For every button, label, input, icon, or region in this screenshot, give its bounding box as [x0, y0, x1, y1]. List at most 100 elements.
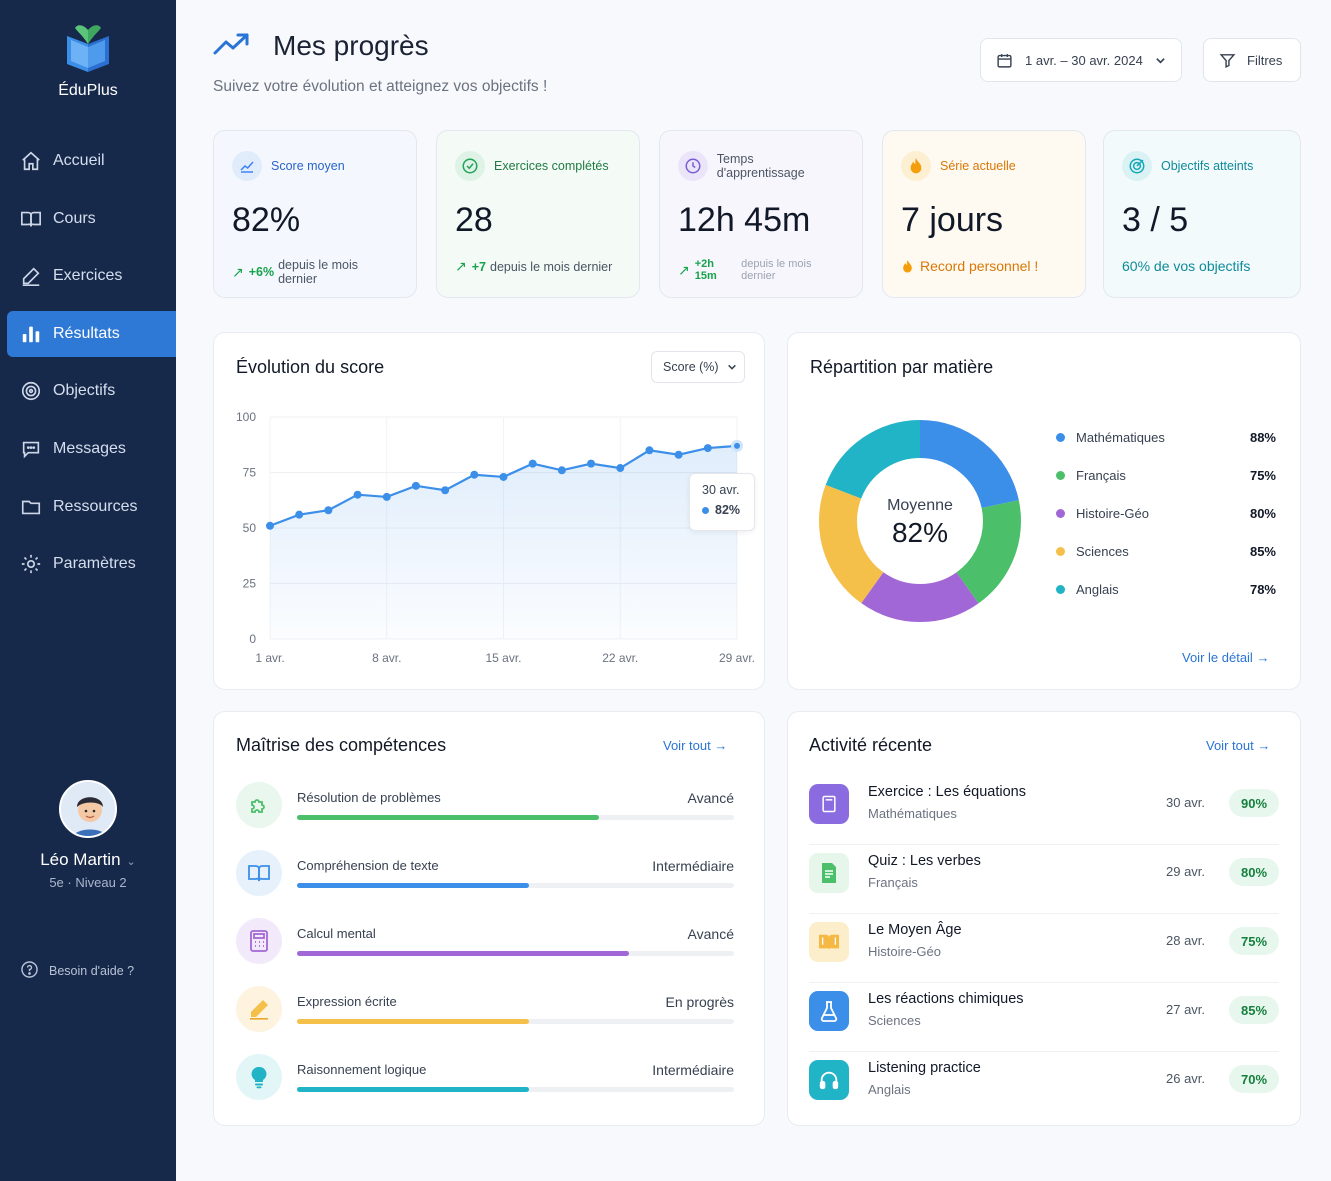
trending-up-icon — [213, 31, 251, 62]
donut-center-value: 82% — [891, 517, 949, 548]
y-tick-label: 75 — [243, 466, 257, 480]
legend-dot — [1056, 471, 1065, 480]
book-logo-icon — [67, 25, 109, 72]
activity-date: 27 avr. — [1166, 1002, 1206, 1017]
check-circle-icon — [455, 151, 485, 181]
data-point[interactable] — [324, 506, 333, 515]
data-point[interactable] — [587, 459, 596, 468]
stat-delta: +7 — [471, 259, 486, 274]
activity-title: Exercice : Les équations — [868, 784, 1026, 800]
legend-item: Français 75% — [1056, 468, 1276, 483]
sidebar-item-cours[interactable]: Cours — [7, 196, 176, 242]
book-icon — [809, 922, 849, 962]
stat-card-goals: Objectifs atteints 3 / 5 60% de vos obje… — [1103, 130, 1301, 298]
activity-row[interactable]: Le Moyen Âge Histoire-Géo 28 avr. 75% — [809, 914, 1279, 983]
see-details-link[interactable]: Voir le détail → — [1182, 650, 1269, 665]
panel-title: Répartition par matière — [810, 357, 994, 377]
score-line-chart: 100 75 50 25 0 1 avr. 8 avr. 15 avr. 22 avr. 29 … — [236, 410, 755, 665]
skill-level: Intermédiaire — [652, 858, 734, 874]
donut-slice[interactable] — [819, 420, 1021, 622]
chart-tooltip: 30 avr. 82% — [689, 473, 755, 531]
sidebar-item-label: Paramètres — [53, 555, 136, 573]
skill-progress-track — [297, 951, 734, 956]
user-profile[interactable]: Léo Martin ⌄ 5e · Niveau 2 — [0, 780, 176, 890]
date-range-picker[interactable]: 1 avr. – 30 avr. 2024 — [980, 38, 1182, 82]
donut-slice[interactable] — [819, 420, 1021, 622]
skill-progress-fill — [297, 883, 529, 888]
gear-icon — [19, 552, 43, 576]
activity-title: Quiz : Les verbes — [868, 853, 981, 869]
bar-chart-icon — [19, 322, 43, 346]
activity-row[interactable]: Les réactions chimiques Sciences 27 avr.… — [809, 983, 1279, 1052]
see-all-skills-link[interactable]: Voir tout → — [663, 738, 727, 753]
skill-row: Résolution de problèmes Avancé — [236, 782, 734, 834]
chevron-down-icon[interactable]: ⌄ — [126, 856, 136, 868]
metric-select[interactable]: Score (%) — [651, 351, 745, 383]
avatar — [59, 780, 117, 838]
sidebar-item-exercices[interactable]: Exercices — [7, 253, 176, 299]
filters-button[interactable]: Filtres — [1203, 38, 1301, 82]
subjects-panel: Répartition par matière Moyenne 82% Math… — [787, 332, 1301, 690]
arrow-right-icon: → — [1256, 650, 1270, 665]
page-title: Mes progrès — [273, 30, 429, 61]
donut-slice[interactable] — [819, 420, 1021, 622]
sidebar-item-label: Résultats — [53, 324, 120, 342]
filters-label: Filtres — [1247, 52, 1283, 68]
sidebar-item-resultats[interactable]: Résultats — [7, 310, 176, 357]
activity-date: 29 avr. — [1166, 864, 1206, 879]
x-tick-label: 1 avr. — [255, 651, 284, 665]
link-label: Voir tout — [663, 738, 711, 753]
legend-value: 85% — [1249, 544, 1276, 559]
sidebar-item-accueil[interactable]: Accueil — [7, 138, 176, 184]
pen-icon — [236, 986, 282, 1032]
data-point[interactable] — [382, 492, 391, 501]
data-point[interactable] — [411, 481, 420, 490]
data-point[interactable] — [441, 486, 450, 495]
chevron-down-icon — [1155, 55, 1166, 66]
flame-icon — [901, 151, 931, 181]
data-point[interactable] — [674, 450, 683, 459]
help-link[interactable]: Besoin d'aide ? — [20, 960, 134, 982]
score-badge: 85% — [1229, 996, 1279, 1024]
data-point[interactable] — [703, 444, 712, 453]
sidebar-item-objectifs[interactable]: Objectifs — [7, 368, 176, 414]
y-tick-label: 0 — [249, 632, 256, 646]
activity-row[interactable]: Exercice : Les équations Mathématiques 3… — [809, 776, 1279, 845]
y-tick-label: 25 — [243, 577, 257, 591]
activity-row[interactable]: Listening practice Anglais 26 avr. 70% — [809, 1052, 1279, 1121]
data-point[interactable] — [645, 446, 654, 455]
stat-value: 7 jours — [901, 201, 1004, 239]
activity-subject: Histoire-Géo — [868, 944, 941, 959]
arrow-right-icon: → — [714, 738, 728, 753]
calculator-icon — [236, 918, 282, 964]
page-header: Mes progrès Suivez votre évolution et at… — [213, 30, 547, 96]
sidebar-item-messages[interactable]: Messages — [7, 426, 176, 472]
data-point[interactable] — [266, 521, 274, 530]
stat-card-score: Score moyen 82% ↗ +6% depuis le mois derni… — [213, 130, 417, 298]
legend-label: Mathématiques — [1076, 430, 1165, 445]
sidebar-item-ressources[interactable]: Ressources — [7, 484, 176, 530]
activity-row[interactable]: Quiz : Les verbes Français 29 avr. 80% — [809, 845, 1279, 914]
legend-label: Sciences — [1076, 544, 1129, 559]
sidebar-item-label: Ressources — [53, 497, 138, 515]
data-point[interactable] — [731, 439, 743, 452]
user-level: 5e · Niveau 2 — [49, 875, 127, 890]
data-point[interactable] — [616, 464, 625, 473]
skill-level: En progrès — [665, 994, 734, 1010]
see-all-activity-link[interactable]: Voir tout → — [1206, 738, 1270, 753]
data-point[interactable] — [557, 466, 566, 475]
data-point[interactable] — [528, 459, 537, 468]
legend-value: 78% — [1249, 582, 1276, 597]
donut-slice[interactable] — [819, 420, 1021, 622]
data-point[interactable] — [470, 470, 479, 479]
score-badge: 70% — [1229, 1065, 1279, 1093]
metric-select-label: Score (%) — [663, 360, 719, 374]
data-point[interactable] — [499, 472, 508, 481]
sidebar-item-parametres[interactable]: Paramètres — [7, 541, 176, 587]
tooltip-date: 30 avr. — [702, 483, 740, 497]
app-logo[interactable]: ÉduPlus — [0, 22, 176, 100]
score-badge: 90% — [1229, 789, 1279, 817]
data-point[interactable] — [353, 490, 362, 499]
data-point[interactable] — [295, 510, 304, 519]
score-evolution-panel: Évolution du score Score (%) 100 75 50 25 0 … — [213, 332, 765, 690]
